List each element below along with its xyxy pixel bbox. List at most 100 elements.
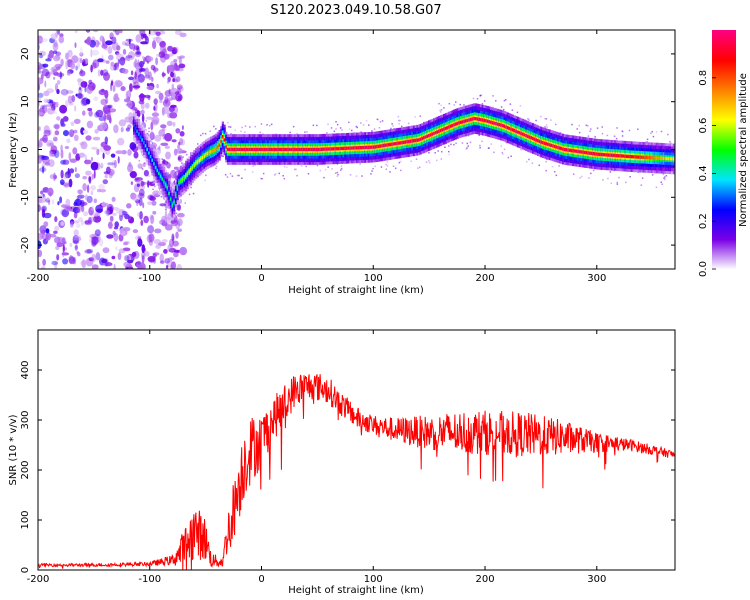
- heatmap-cell: [175, 95, 179, 101]
- colorbar-band: [712, 122, 736, 124]
- heatmap-cell: [40, 38, 48, 42]
- heatmap-cell: [78, 57, 81, 63]
- heatmap-cell: [122, 48, 127, 55]
- heatmap-cell: [578, 131, 581, 134]
- heatmap-cell: [396, 141, 399, 146]
- heatmap-cell: [407, 139, 411, 144]
- heatmap-cell: [128, 112, 134, 121]
- heatmap-cell: [178, 63, 186, 69]
- heatmap-cell: [121, 150, 127, 155]
- heatmap-cell: [230, 133, 232, 135]
- colorbar-band: [712, 166, 736, 168]
- colorbar-band: [712, 180, 736, 182]
- heatmap-cell: [134, 71, 137, 80]
- heatmap-cell: [170, 104, 177, 108]
- heatmap-cell: [315, 147, 318, 152]
- heatmap-cell: [151, 119, 159, 126]
- heatmap-cell: [407, 122, 410, 125]
- heatmap-cell: [63, 130, 69, 137]
- heatmap-cell: [168, 174, 170, 177]
- heatmap-cell: [651, 130, 653, 133]
- heatmap-cell: [176, 204, 181, 211]
- heatmap-cell: [307, 147, 310, 152]
- heatmap-cell: [205, 174, 207, 177]
- heatmap-cell: [382, 143, 385, 148]
- heatmap-cell: [316, 124, 318, 127]
- heatmap-cell: [124, 213, 130, 220]
- heatmap-cell: [169, 108, 174, 114]
- colorbar-band: [712, 234, 736, 236]
- heatmap-cell: [96, 208, 103, 213]
- heatmap-cell: [82, 59, 86, 67]
- heatmap-cell: [113, 30, 117, 33]
- colorbar-band: [712, 197, 736, 199]
- heatmap-cell: [88, 217, 92, 224]
- heatmap-cell: [613, 135, 616, 137]
- colorbar-band: [712, 53, 736, 55]
- colorbar-band: [712, 87, 736, 89]
- colorbar-band: [712, 127, 736, 129]
- heatmap-cell: [74, 167, 77, 173]
- heatmap-cell: [364, 145, 367, 150]
- colorbar-band: [712, 242, 736, 244]
- heatmap-cell: [158, 191, 162, 196]
- heatmap-cell: [142, 247, 147, 252]
- heatmap-cell: [168, 191, 171, 196]
- heatmap-cell: [118, 248, 126, 254]
- heatmap-cell: [204, 133, 207, 135]
- heatmap-cell: [66, 138, 71, 144]
- heatmap-cell: [41, 266, 46, 269]
- heatmap-cell: [128, 76, 134, 81]
- heatmap-cell: [585, 151, 588, 155]
- heatmap-cell: [52, 76, 56, 80]
- heatmap-cell: [93, 211, 100, 218]
- heatmap-cell: [495, 122, 498, 126]
- heatmap-cell: [113, 124, 119, 134]
- heatmap-cell: [583, 150, 587, 155]
- heatmap-cell: [516, 111, 519, 114]
- heatmap-cell: [122, 247, 131, 252]
- heatmap-cell: [228, 147, 231, 152]
- heatmap-cell: [397, 119, 400, 122]
- heatmap-cell: [144, 144, 147, 148]
- heatmap-cell: [90, 185, 96, 191]
- heatmap-cell: [81, 259, 87, 269]
- heatmap-cell: [552, 144, 555, 148]
- heatmap-cell: [555, 123, 557, 126]
- heatmap-cell: [508, 126, 511, 131]
- heatmap-cell: [136, 183, 140, 187]
- heatmap-cell: [148, 233, 155, 243]
- heatmap-cell: [532, 136, 535, 141]
- heatmap-cell: [288, 147, 292, 152]
- heatmap-cell: [651, 156, 654, 160]
- heatmap-cell: [127, 149, 132, 156]
- heatmap-cell: [96, 149, 99, 155]
- heatmap-cell: [652, 135, 655, 138]
- heatmap-cell: [261, 178, 264, 180]
- heatmap-cell: [657, 156, 660, 160]
- heatmap-cell: [67, 167, 70, 175]
- colorbar-band: [712, 263, 736, 265]
- heatmap-cell: [386, 165, 389, 167]
- x-tick-label: -200: [27, 574, 50, 585]
- heatmap-cell: [660, 181, 662, 183]
- heatmap-cell: [146, 56, 154, 62]
- heatmap-cell: [463, 119, 466, 124]
- heatmap-cell: [74, 42, 77, 49]
- heatmap-cell: [117, 156, 120, 164]
- heatmap-cell: [59, 104, 68, 114]
- heatmap-cell: [88, 206, 94, 216]
- heatmap-cell: [439, 128, 442, 133]
- heatmap-cell: [578, 150, 582, 154]
- heatmap-cell: [334, 172, 337, 174]
- heatmap-cell: [59, 196, 63, 204]
- heatmap-cell: [404, 140, 407, 144]
- colorbar-band: [712, 237, 736, 239]
- colorbar-band: [712, 255, 736, 257]
- heatmap-cell: [103, 145, 112, 151]
- heatmap-cell: [380, 166, 383, 168]
- heatmap-cell: [352, 146, 355, 150]
- colorbar-band: [712, 64, 736, 66]
- heatmap-cell: [61, 237, 66, 245]
- heatmap-cell: [391, 142, 394, 146]
